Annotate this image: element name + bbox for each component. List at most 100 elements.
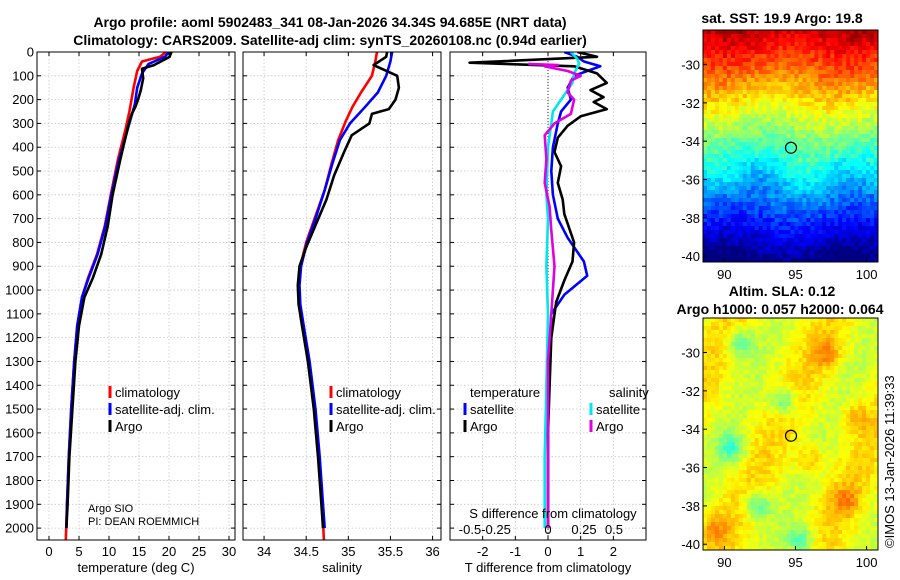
map-cell [846, 498, 851, 503]
map-cell [766, 166, 772, 171]
map-cell [802, 78, 807, 83]
map-cell [814, 482, 819, 487]
map-cell [703, 502, 708, 507]
map-cell [766, 202, 772, 207]
map-cell [810, 202, 815, 207]
map-cell [718, 102, 724, 107]
map-cell [722, 482, 728, 487]
map-cell [778, 138, 783, 143]
map-cell [842, 218, 847, 223]
map-cell [826, 182, 831, 187]
map-cell [802, 50, 807, 55]
map-cell [786, 454, 791, 459]
map-cell [734, 138, 740, 143]
map-cell [854, 234, 859, 239]
map-cell [762, 38, 768, 43]
map-cell [778, 418, 783, 423]
map-cell [782, 50, 787, 55]
map-cell [846, 102, 851, 107]
map-cell [714, 222, 720, 227]
map-cell [778, 454, 783, 459]
map-cell [706, 146, 712, 151]
map-cell [818, 434, 823, 439]
map-cell [762, 474, 768, 479]
map-cell [790, 134, 795, 139]
map-cell [718, 322, 724, 327]
map-cell [822, 474, 827, 479]
map-cell [866, 34, 871, 39]
x-tick-label: 0 [544, 544, 551, 559]
map-cell [754, 446, 760, 451]
depth-tick-label: 1500 [5, 402, 34, 417]
map-cell [838, 462, 843, 467]
map-cell [854, 94, 859, 99]
map-cell [746, 150, 752, 155]
map-cell [822, 78, 827, 83]
map-cell [846, 326, 851, 331]
map-cell [834, 238, 839, 243]
map-cell [794, 378, 799, 383]
map-cell [874, 446, 879, 451]
map-cell [738, 74, 744, 79]
map-cell [742, 330, 748, 335]
map-cell [726, 174, 732, 179]
map-cell [870, 198, 875, 203]
map-cell [822, 322, 827, 327]
map-cell [710, 222, 716, 227]
map-cell [754, 106, 760, 111]
map-cell [746, 506, 752, 511]
map-cell [718, 46, 724, 51]
map-cell [710, 434, 716, 439]
map-cell [826, 98, 831, 103]
map-cell [706, 226, 712, 231]
map-cell [790, 110, 795, 115]
map-cell [822, 446, 827, 451]
map-cell [862, 118, 867, 123]
map-cell [750, 454, 756, 459]
map-cell [794, 406, 799, 411]
map-cell [703, 122, 708, 127]
map-cell [866, 358, 871, 363]
map-cell [802, 158, 807, 163]
map-cell [734, 110, 740, 115]
legend-label: satellite-adj. clim. [336, 402, 436, 417]
map-cell [703, 346, 708, 351]
map-cell [794, 150, 799, 155]
map-cell [838, 30, 843, 35]
map-cell [762, 446, 768, 451]
map-cell [822, 250, 827, 255]
map-cell [798, 94, 803, 99]
map-cell [782, 338, 787, 343]
map-cell [834, 450, 839, 455]
map-cell [798, 218, 803, 223]
map-cell [782, 346, 787, 351]
map-cell [746, 86, 752, 91]
map-cell [870, 114, 875, 119]
map-cell [703, 142, 708, 147]
map-cell [838, 366, 843, 371]
map-cell [850, 150, 855, 155]
map-cell [870, 478, 875, 483]
map-cell [722, 102, 728, 107]
map-cell [762, 42, 768, 47]
map-cell [710, 210, 716, 215]
map-cell [794, 86, 799, 91]
map-cell [830, 66, 835, 71]
map-cell [766, 174, 772, 179]
map-cell [786, 94, 791, 99]
map-cell [730, 138, 736, 143]
map-cell [778, 386, 783, 391]
map-cell [722, 206, 728, 211]
map-cell [818, 366, 823, 371]
map-cell [726, 206, 732, 211]
map-cell [766, 242, 772, 247]
map-cell [810, 362, 815, 367]
map-cell [814, 238, 819, 243]
map-cell [850, 370, 855, 375]
map-cell [770, 38, 775, 43]
map-cell [786, 214, 791, 219]
map-cell [790, 86, 795, 91]
map-cell [778, 258, 783, 263]
map-cell [854, 138, 859, 143]
map-cell [774, 94, 779, 99]
